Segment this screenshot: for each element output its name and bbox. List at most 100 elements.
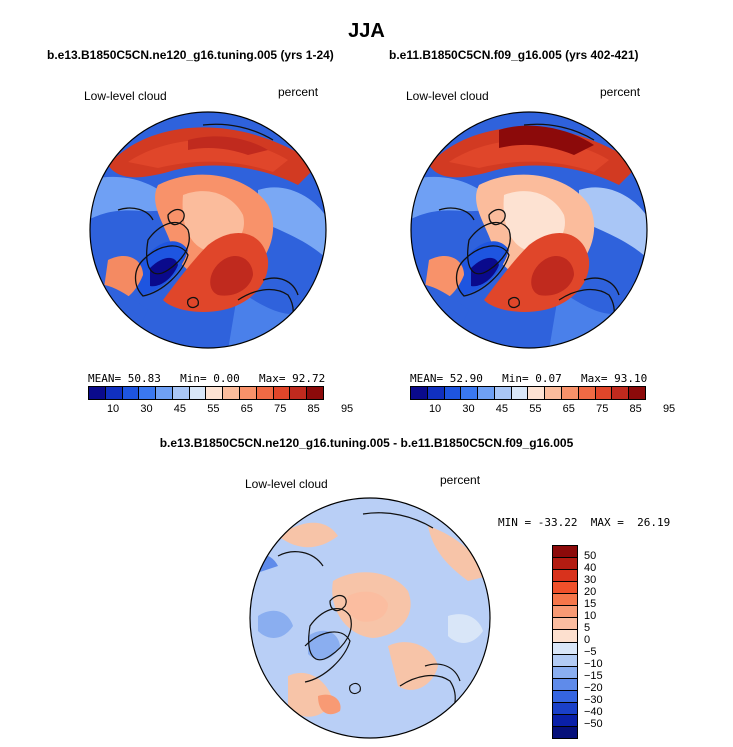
left-case-title: b.e13.B1850C5CN.ne120_g16.tuning.005 (yr…	[47, 48, 334, 62]
colorbar-tick-label: 15	[584, 598, 597, 610]
colorbar-swatch	[444, 387, 462, 399]
colorbar-swatch	[553, 558, 577, 571]
colorbar-swatch	[139, 387, 157, 399]
colorbar-swatch	[156, 387, 173, 399]
colorbar-swatch	[553, 666, 577, 679]
colorbar-tick-label: 20	[584, 586, 597, 598]
colorbar-swatch	[578, 387, 596, 399]
colorbar-tick-label: 55	[529, 403, 542, 415]
colorbar-swatch	[545, 387, 563, 399]
colorbar-swatch	[553, 678, 577, 691]
colorbar-tick-label: 65	[240, 403, 253, 415]
left-colorbar-labels: 10 30 45 55 65 75 85 95	[88, 403, 353, 417]
left-variable-label: Low-level cloud	[84, 89, 167, 103]
colorbar-swatch	[511, 387, 529, 399]
right-colorbar-labels: 10 30 45 55 65 75 85 95	[410, 403, 675, 417]
colorbar-tick-label: 30	[584, 574, 597, 586]
right-stats: MEAN= 52.90 Min= 0.07 Max= 93.10	[410, 372, 647, 385]
colorbar-swatch	[240, 387, 257, 399]
colorbar-swatch	[427, 387, 445, 399]
colorbar-swatch	[553, 606, 577, 619]
left-mean-value: 50.83	[127, 372, 161, 385]
left-min-label: Min=	[180, 372, 207, 385]
colorbar-tick-label: 65	[562, 403, 575, 415]
diff-colorbar-labels: 50 40 30 20 15 10 5 0 −5 −10 −15 −20 −30 −40 −50	[584, 545, 624, 737]
colorbar-tick-label: 55	[207, 403, 220, 415]
colorbar-swatch	[461, 387, 479, 399]
colorbar-swatch	[553, 642, 577, 655]
colorbar-swatch	[172, 387, 190, 399]
right-polar-map	[410, 111, 648, 349]
right-max-label: Max=	[581, 372, 608, 385]
colorbar-swatch	[206, 387, 224, 399]
colorbar-swatch	[553, 726, 577, 738]
colorbar-tick-label: 50	[584, 550, 597, 562]
left-colorbar	[88, 386, 324, 400]
colorbar-tick-label: 45	[495, 403, 509, 415]
figure-title: JJA	[348, 20, 385, 42]
colorbar-tick-label: −40	[584, 706, 603, 718]
colorbar-swatch	[256, 387, 274, 399]
right-mean-label: MEAN=	[410, 372, 444, 385]
diff-minmax: MIN = -33.22 MAX = 26.19	[498, 516, 671, 529]
colorbar-tick-label: −5	[584, 646, 597, 658]
colorbar-swatch	[612, 387, 630, 399]
left-units-label: percent	[278, 85, 319, 99]
colorbar-swatch	[223, 387, 241, 399]
left-max-value: 92.72	[292, 372, 326, 385]
right-min-label: Min=	[502, 372, 529, 385]
colorbar-swatch	[553, 714, 577, 727]
left-mean-label: MEAN=	[88, 372, 122, 385]
colorbar-tick-label: 75	[596, 403, 609, 415]
colorbar-tick-label: 95	[662, 403, 676, 415]
colorbar-swatch	[553, 690, 577, 703]
colorbar-swatch	[290, 387, 308, 399]
colorbar-swatch	[189, 387, 207, 399]
colorbar-swatch	[105, 387, 123, 399]
colorbar-swatch	[629, 387, 645, 399]
colorbar-swatch	[595, 387, 613, 399]
colorbar-tick-label: −15	[584, 670, 603, 682]
colorbar-tick-label: 0	[584, 634, 591, 646]
colorbar-swatch	[553, 546, 577, 559]
colorbar-swatch	[553, 582, 577, 595]
colorbar-tick-label: 10	[584, 610, 597, 622]
right-mean-value: 52.90	[449, 372, 483, 385]
diff-colorbar	[552, 545, 578, 739]
diff-polar-map	[249, 497, 491, 739]
colorbar-swatch	[307, 387, 323, 399]
right-units-label: percent	[600, 85, 641, 99]
colorbar-tick-label: 30	[462, 403, 475, 415]
colorbar-tick-label: 45	[173, 403, 187, 415]
colorbar-swatch	[273, 387, 291, 399]
colorbar-swatch	[553, 702, 577, 715]
colorbar-tick-label: 40	[584, 562, 597, 574]
colorbar-tick-label: 30	[140, 403, 153, 415]
colorbar-swatch	[553, 630, 577, 643]
right-case-title: b.e11.B1850C5CN.f09_g16.005 (yrs 402-421…	[389, 48, 639, 62]
colorbar-tick-label: 95	[340, 403, 354, 415]
right-variable-label: Low-level cloud	[406, 89, 489, 103]
diff-variable-label: Low-level cloud	[245, 477, 328, 491]
diff-units-label: percent	[440, 473, 481, 487]
colorbar-swatch	[478, 387, 495, 399]
colorbar-swatch	[528, 387, 546, 399]
colorbar-swatch	[553, 618, 577, 631]
colorbar-swatch	[411, 387, 428, 399]
colorbar-swatch	[553, 654, 577, 667]
colorbar-tick-label: 10	[428, 403, 442, 415]
colorbar-swatch	[562, 387, 579, 399]
colorbar-tick-label: −50	[584, 718, 603, 730]
colorbar-tick-label: 75	[274, 403, 287, 415]
right-colorbar	[410, 386, 646, 400]
colorbar-tick-label: 10	[106, 403, 120, 415]
diff-case-title: b.e13.B1850C5CN.ne120_g16.tuning.005 - b…	[159, 436, 574, 450]
colorbar-swatch	[494, 387, 512, 399]
colorbar-swatch	[122, 387, 140, 399]
colorbar-tick-label: 85	[307, 403, 320, 415]
colorbar-tick-label: −30	[584, 694, 603, 706]
left-stats: MEAN= 50.83 Min= 0.00 Max= 92.72	[88, 372, 325, 385]
colorbar-swatch	[553, 594, 577, 607]
right-min-value: 0.07	[535, 372, 562, 385]
colorbar-tick-label: 5	[584, 622, 591, 634]
